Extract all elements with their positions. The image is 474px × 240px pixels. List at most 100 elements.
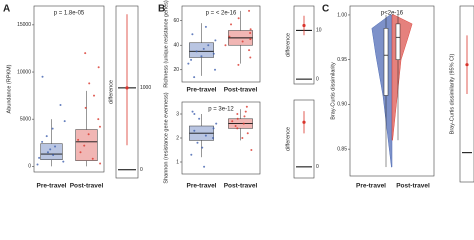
y-tick-label: 15000 — [17, 22, 31, 28]
point — [62, 160, 65, 163]
difference-label: difference — [285, 33, 291, 57]
point — [242, 122, 245, 125]
point — [237, 17, 240, 20]
point — [191, 33, 194, 36]
category-label: Pre-travel — [187, 183, 217, 190]
box — [395, 23, 401, 60]
point — [193, 76, 196, 79]
point — [88, 82, 91, 85]
y-tick-label: 40 — [173, 43, 179, 49]
box — [40, 143, 63, 160]
point — [97, 66, 100, 69]
point — [212, 52, 215, 55]
panel-letter: C — [322, 4, 329, 15]
point — [54, 145, 57, 148]
point — [191, 110, 194, 113]
difference-point — [125, 86, 129, 90]
y-tick-label: 20 — [173, 67, 179, 73]
point — [41, 140, 44, 143]
category-label: Pre-travel — [356, 183, 386, 190]
point — [248, 49, 251, 52]
point — [243, 115, 246, 118]
y-tick-label: 0.85 — [337, 146, 347, 152]
point — [214, 68, 217, 71]
point — [207, 44, 210, 47]
point — [249, 56, 252, 59]
point — [249, 31, 252, 34]
point — [249, 38, 252, 41]
point — [245, 105, 248, 108]
point — [190, 58, 193, 61]
difference-frame — [115, 5, 139, 179]
point — [236, 127, 239, 130]
category-label: Post-travel — [224, 87, 258, 94]
y-axis-label: Shannon (resistance gene evenness) — [163, 92, 169, 183]
point — [228, 35, 231, 38]
p-value: p = < 2e-16 — [206, 11, 237, 17]
point — [250, 149, 253, 151]
point — [204, 25, 207, 28]
difference-frame — [293, 5, 315, 85]
point — [36, 163, 39, 166]
point — [204, 134, 207, 137]
y-axis-label: Abundance (RPKM) — [6, 64, 12, 113]
p-value: p<2e-16 — [381, 11, 404, 17]
difference-point — [302, 120, 306, 124]
point — [198, 117, 201, 120]
p-value: p = 3e-12 — [208, 107, 234, 113]
point — [98, 125, 101, 128]
violin — [371, 14, 393, 168]
point — [63, 120, 66, 123]
category-label: Pre-travel — [187, 87, 217, 94]
point — [59, 104, 62, 107]
y-tick-label: 2 — [176, 135, 179, 141]
point — [193, 129, 196, 132]
point — [246, 132, 249, 135]
point — [241, 137, 244, 139]
category-label: Post-travel — [70, 183, 104, 190]
plot-frame — [349, 5, 435, 177]
point — [211, 137, 214, 139]
y-tick-label: 1 — [176, 159, 179, 165]
p-value: p = 1.8e-05 — [54, 11, 85, 17]
point — [241, 40, 244, 43]
diff-tick-label: 0 — [140, 167, 143, 173]
point — [193, 113, 196, 115]
y-tick-label: 0.90 — [337, 102, 347, 108]
point — [45, 135, 48, 138]
point — [79, 151, 82, 154]
point — [52, 154, 55, 157]
point — [202, 47, 205, 50]
point — [41, 75, 44, 78]
y-tick-label: 5000 — [20, 117, 31, 123]
violin — [391, 14, 413, 141]
point — [249, 28, 252, 31]
panel-letter: A — [3, 4, 10, 15]
point — [77, 138, 80, 141]
figure: A Abundance (RPKM) p = 1.8e-05 0 5000 10000 15… — [3, 0, 474, 190]
point — [87, 133, 90, 136]
point — [230, 23, 233, 26]
plot-frame — [181, 5, 261, 83]
y-tick-label: 10000 — [17, 69, 31, 75]
point — [203, 165, 206, 168]
point — [212, 127, 215, 130]
box — [189, 42, 214, 58]
plot-frame — [33, 5, 105, 173]
difference-label: difference — [108, 80, 114, 104]
point — [84, 106, 87, 109]
point — [224, 44, 227, 47]
box — [383, 28, 389, 96]
category-label: Pre-travel — [37, 183, 67, 190]
category-label: Post-travel — [396, 183, 430, 190]
category-label: Post-travel — [224, 183, 258, 190]
diff-tick-label: 10 — [316, 28, 322, 34]
difference-frame — [293, 99, 315, 179]
point — [187, 62, 190, 65]
point — [195, 50, 198, 53]
point — [196, 141, 199, 144]
y-tick-label: 60 — [173, 18, 179, 24]
point — [201, 146, 204, 149]
difference-point — [465, 63, 469, 67]
point — [200, 55, 203, 58]
